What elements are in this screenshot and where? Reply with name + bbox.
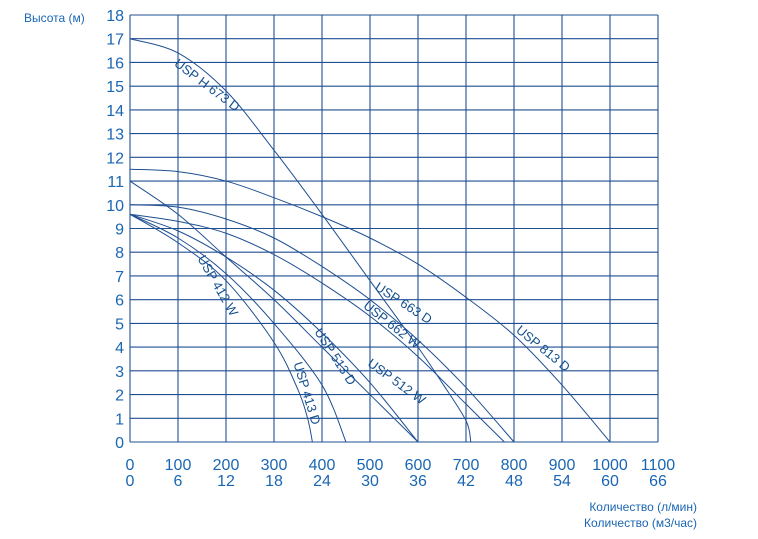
x-tick-label-lpm: 100 [165,457,192,474]
x-tick-label-lpm: 700 [453,457,480,474]
x-tick-label-m3h: 48 [505,473,523,490]
y-tick-label: 11 [107,174,124,191]
y-tick-label: 17 [106,32,124,49]
curve-usp-662-w [129,213,505,443]
x-tick-label-m3h: 60 [601,473,619,490]
x-tick-label-m3h: 0 [126,473,135,490]
curve-usp-663-d [129,204,515,443]
curve-usp-413-d [129,213,313,443]
y-tick-label: 1 [115,411,124,428]
curve-usp-813-d [129,168,611,443]
x-tick-label-lpm: 200 [213,457,240,474]
curve-label-usp-512-w: USP 512 W [365,355,429,407]
y-axis-title: Высота (м) [24,11,85,25]
x-tick-label-m3h: 54 [553,473,571,490]
y-tick-label: 5 [115,316,124,333]
curves [129,38,611,443]
x-axis-title-lpm: Количество (л/мин) [589,500,697,514]
x-tick-label-lpm: 900 [549,457,576,474]
x-tick-label-m3h: 12 [217,473,235,490]
curve-label-usp-413-d: USP 413 D [290,360,323,426]
x-tick-label-m3h: 66 [649,473,667,490]
x-tick-label-m3h: 30 [361,473,379,490]
curve-usp-513-d [129,180,419,443]
y-tick-label: 10 [106,198,124,215]
x-tick-label-lpm: 0 [126,457,135,474]
y-tick-label: 12 [106,150,124,167]
x-tick-label-lpm: 400 [309,457,336,474]
x-tick-label-m3h: 24 [313,473,331,490]
y-tick-label: 7 [115,269,124,286]
x-tick-label-lpm: 500 [357,457,384,474]
y-tick-label: 3 [115,364,124,381]
grid [129,14,659,443]
x-tick-label-lpm: 1000 [592,457,628,474]
curve-label-usp-h-673-d: USP H 673 D [172,56,243,115]
x-tick-label-m3h: 36 [409,473,427,490]
y-tick-label: 4 [115,340,124,357]
x-tick-label-lpm: 800 [501,457,528,474]
x-tick-label-lpm: 600 [405,457,432,474]
y-tick-label: 16 [106,55,124,72]
x-tick-label-lpm: 300 [261,457,288,474]
x-axis-title-m3h: Количество (м3/час) [584,516,697,530]
x-tick-label-m3h: 18 [265,473,283,490]
y-tick-label: 13 [106,127,124,144]
curve-usp-412-w [129,213,347,443]
y-tick-label: 0 [115,435,124,452]
curve-label-usp-813-d: USP 813 D [513,322,573,374]
y-tick-label: 14 [106,103,124,120]
y-tick-label: 18 [106,8,124,25]
curve-label-usp-513-d: USP 513 D [311,325,359,388]
y-tick-label: 9 [115,222,124,239]
y-tick-label: 6 [115,293,124,310]
x-tick-label-m3h: 42 [457,473,475,490]
curve-usp-h-673-d [129,38,472,443]
x-tick-label-lpm: 1100 [641,457,676,474]
curve-usp-512-w [129,213,419,443]
y-tick-label: 15 [106,79,124,96]
x-tick-label-m3h: 6 [174,473,183,490]
y-tick-label: 8 [115,245,124,262]
y-tick-label: 2 [115,388,124,405]
